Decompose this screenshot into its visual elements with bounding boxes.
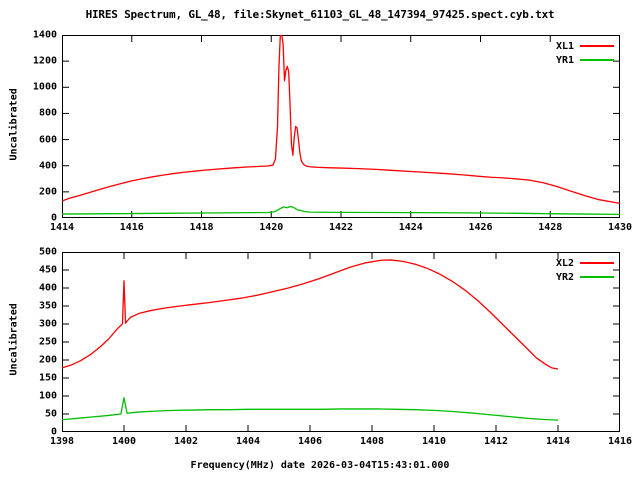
series-line-xl2 bbox=[62, 259, 559, 370]
y-tick-label: 0 bbox=[50, 212, 57, 224]
y-tick-label: 150 bbox=[38, 372, 57, 384]
series-line-xl1 bbox=[62, 35, 620, 205]
page-title: HIRES Spectrum, GL_48, file:Skynet_61103… bbox=[85, 8, 555, 21]
legend-color-swatch bbox=[580, 45, 614, 47]
x-tick-label: 1404 bbox=[235, 436, 261, 447]
legend-item-yr2[interactable]: YR2 bbox=[556, 270, 614, 284]
y-tick-label: 200 bbox=[38, 186, 57, 198]
y-tick-label: 400 bbox=[38, 160, 57, 172]
series-line-yr2 bbox=[62, 397, 559, 421]
x-tick-label: 1406 bbox=[297, 436, 323, 447]
y-tick-label: 50 bbox=[44, 408, 57, 420]
bottom-spectrum-panel: 1398 1400 1402 1404 1406 1408 1410 1412 1414 1416… bbox=[39, 247, 632, 448]
y-tick-label: 100 bbox=[38, 390, 57, 402]
x-tick-label: 1400 bbox=[111, 436, 137, 447]
x-tick-label: 1422 bbox=[328, 222, 354, 233]
x-axis-label: Frequency(MHz) date 2026-03-04T15:43:01.… bbox=[190, 460, 450, 471]
legend-item-yr1[interactable]: YR1 bbox=[556, 53, 614, 67]
y-tick-label: 250 bbox=[38, 336, 57, 348]
x-tick-label: 1408 bbox=[359, 436, 385, 447]
x-tick-label: 1398 bbox=[49, 436, 75, 447]
legend-color-swatch bbox=[580, 59, 614, 61]
legend-label: XL1 bbox=[555, 40, 574, 52]
top-plot-frame bbox=[62, 35, 620, 218]
y-tick-label: 350 bbox=[38, 300, 57, 312]
x-tick-label: 1424 bbox=[398, 222, 423, 233]
top-legend: XL1 YR1 bbox=[556, 39, 614, 67]
top-plot-canvas bbox=[62, 35, 620, 218]
x-tick-label: 1412 bbox=[483, 436, 509, 447]
bottom-plot-canvas bbox=[62, 252, 620, 432]
y-tick-label: 1000 bbox=[32, 81, 57, 93]
y-tick-label: 0 bbox=[50, 426, 57, 438]
top-spectrum-panel: 1414 1416 1418 1420 1422 1424 1426 1428 1430 0 200… bbox=[33, 30, 632, 234]
legend-label: YR1 bbox=[555, 54, 574, 66]
y-tick-label: 200 bbox=[38, 354, 57, 366]
x-tick-label: 1418 bbox=[189, 222, 214, 233]
y-tick-label: 300 bbox=[38, 318, 57, 330]
bottom-y-axis-label: Uncalibrated bbox=[8, 303, 20, 376]
top-y-axis-label: Uncalibrated bbox=[8, 88, 20, 161]
bottom-legend: XL2 YR2 bbox=[556, 256, 614, 284]
x-tick-label: 1410 bbox=[421, 436, 447, 447]
x-tick-label: 1430 bbox=[607, 222, 633, 233]
legend-label: YR2 bbox=[555, 271, 574, 283]
legend-label: XL2 bbox=[555, 257, 574, 269]
x-tick-label: 1414 bbox=[545, 436, 571, 447]
y-tick-label: 1400 bbox=[32, 29, 57, 41]
y-tick-label: 800 bbox=[38, 107, 57, 119]
x-tick-label: 1416 bbox=[119, 222, 144, 233]
legend-color-swatch bbox=[580, 262, 614, 264]
x-tick-label: 1426 bbox=[468, 222, 493, 233]
y-tick-label: 600 bbox=[38, 134, 57, 146]
legend-color-swatch bbox=[580, 276, 614, 278]
y-tick-label: 500 bbox=[38, 246, 57, 258]
x-tick-label: 1420 bbox=[259, 222, 284, 233]
x-tick-label: 1414 bbox=[49, 222, 75, 233]
x-tick-label: 1428 bbox=[538, 222, 563, 233]
y-tick-label: 450 bbox=[38, 264, 57, 276]
bottom-plot-frame bbox=[62, 252, 620, 432]
x-tick-label: 1402 bbox=[173, 436, 199, 447]
x-tick-label: 1416 bbox=[607, 436, 633, 447]
y-tick-label: 1200 bbox=[32, 55, 57, 67]
legend-item-xl2[interactable]: XL2 bbox=[556, 256, 614, 270]
legend-item-xl1[interactable]: XL1 bbox=[556, 39, 614, 53]
series-line-yr1 bbox=[62, 205, 620, 215]
y-tick-label: 400 bbox=[38, 282, 57, 294]
